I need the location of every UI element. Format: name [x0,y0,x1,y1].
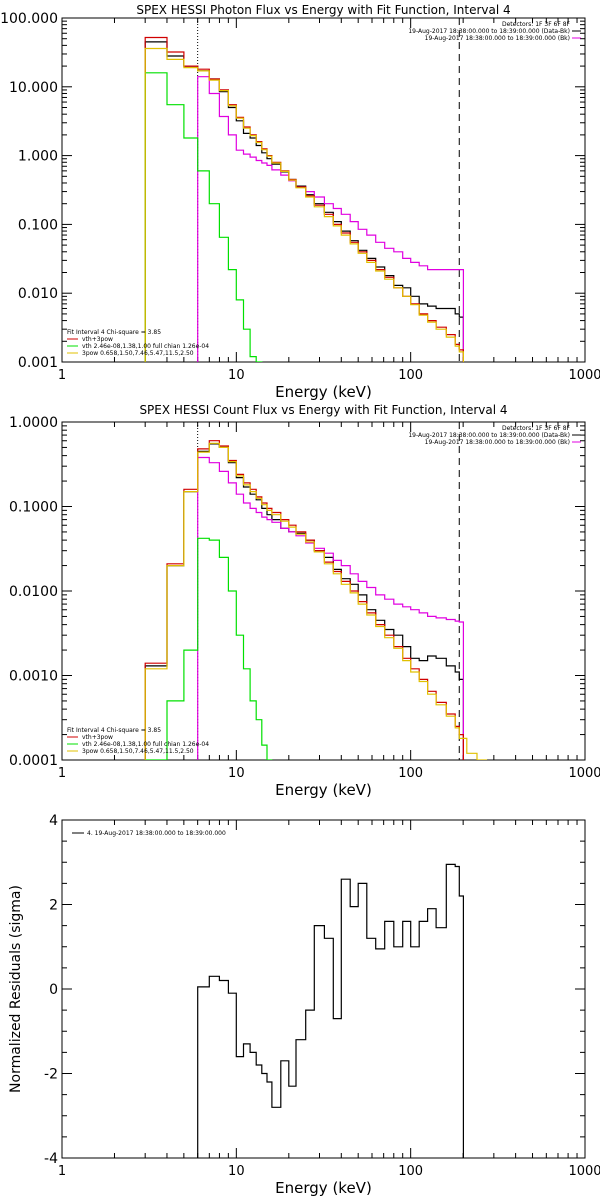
x-tick-label: 1000 [568,766,600,781]
y-tick-label: 1.0000 [9,415,58,431]
y-tick-label: 0.0001 [9,753,58,769]
x-tick-label: 10 [228,766,245,781]
series-line-black [197,863,464,1158]
x-tick-label: 100 [398,766,423,781]
y-tick-label: 0.0100 [9,584,58,600]
legend-title: Fit Interval 4 Chi-square = 3.85 [67,727,161,734]
chart-panel-3: 1 10 100 1000 Energy (keV) -4 -2 0 2 4 Normalized … [8,813,600,1197]
x-tick-label: 100 [398,368,423,383]
x-tick-label: 1000 [568,1164,600,1179]
info-line: 19-Aug-2017 18:38:00.000 to 18:39:00.000… [408,28,570,35]
series-line-magenta [197,456,464,760]
legend-entry: vth+3pow [82,336,113,343]
y-axis-label: Normalized Residuals (sigma) [8,885,24,1093]
info-line: 19-Aug-2017 18:38:00.000 to 18:39:00.000… [425,439,570,446]
legend-entry: vth+3pow [82,734,113,741]
y-tick-label: 100.000 [0,11,58,27]
series-line-green [144,72,268,362]
chart-title: SPEX HESSI Photon Flux vs Energy with Fi… [136,3,510,17]
legend-title: Fit Interval 4 Chi-square = 3.85 [67,329,161,336]
legend-entry: vth 2.46e-08,1.38,1.00 full chian 1.26e-… [82,741,209,748]
info-line: Detectors: 1F 3F 6F 8F [502,425,571,432]
x-tick-label: 10 [228,1164,245,1179]
legend-entry: 3pow 0.658,1.50,7.46,5.47,11.5,2.50 [82,748,194,755]
x-tick-label: 1000 [568,368,600,383]
y-tick-label: 0.010 [18,286,58,302]
x-tick-label: 100 [398,1164,423,1179]
y-tick-label: 0.1000 [9,500,58,516]
chart-title: SPEX HESSI Count Flux vs Energy with Fit… [139,403,507,417]
info-line: 19-Aug-2017 18:38:00.000 to 18:39:00.000… [425,35,570,42]
y-tick-label: 0.0010 [9,669,58,685]
chart-panel-2: SPEX HESSI Count Flux vs Energy with Fit… [9,403,600,799]
x-axis-label: Energy (keV) [275,383,372,401]
y-tick-label: -4 [44,1151,58,1167]
x-tick-label: 1 [58,1164,66,1179]
series-line-black [144,41,464,362]
series-line-green [145,537,273,760]
series-line-magenta [197,76,464,362]
x-axis-label: Energy (keV) [275,1179,372,1197]
series-line-yellow [144,47,464,362]
legend-entry: vth 2.46e-08,1.38,1.00 full chian 1.26e-… [82,343,209,350]
y-tick-label: 0.100 [18,217,58,233]
y-tick-label: 10.000 [9,80,58,96]
plot-area [144,422,488,760]
plot-frame [61,819,586,1159]
legend-entry: 4. 19-Aug-2017 18:38:00.000 to 18:39:00.… [87,830,226,837]
y-tick-label: 0.001 [18,355,58,371]
chart-panel-1: SPEX HESSI Photon Flux vs Energy with Fi… [0,3,600,401]
x-tick-label: 10 [228,368,245,383]
plot-area [197,863,464,1158]
plot-area [144,18,464,362]
y-tick-label: 0 [49,982,58,998]
y-tick-label: 2 [49,898,58,914]
x-axis-label: Energy (keV) [275,781,372,799]
y-tick-label: -2 [44,1067,58,1083]
series-line-red [144,440,464,760]
x-tick-label: 1 [58,766,66,781]
series-line-red [144,36,464,362]
plot-frame [61,17,586,363]
series-line-yellow [144,442,488,760]
y-tick-label: 4 [49,813,58,829]
info-line: 19-Aug-2017 18:38:00.000 to 18:39:00.000… [408,432,570,439]
legend-entry: 3pow 0.658,1.50,7.46,5.47,11.5,2.50 [82,350,194,357]
info-line: Detectors: 1F 3F 6F 8F [502,21,571,28]
y-tick-label: 1.000 [18,149,58,165]
plot-frame [61,421,586,761]
x-tick-label: 1 [58,368,66,383]
